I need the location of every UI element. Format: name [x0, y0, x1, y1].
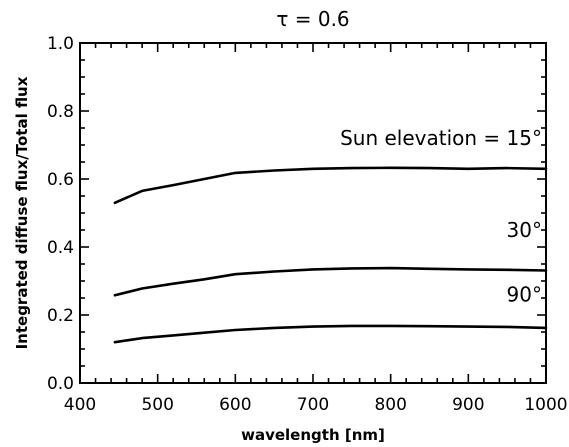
series-line-1	[115, 168, 546, 203]
annotation-layer: Sun elevation = 15° 30° 90°	[340, 126, 542, 306]
x-tick-label: 900	[452, 395, 484, 415]
plot-frame	[80, 43, 546, 383]
series-annotation-3: 90°	[507, 282, 542, 306]
y-tick-label: 1.0	[47, 34, 74, 54]
y-tick-label: 0.2	[47, 306, 74, 326]
y-tick-label: 0.6	[47, 170, 74, 190]
x-tick-label: 600	[219, 395, 251, 415]
y-axis-title: Integrated diffuse flux/Total flux	[13, 76, 31, 349]
series-annotation-2: 30°	[507, 218, 542, 242]
x-axis-title: wavelength [nm]	[241, 426, 385, 444]
series-annotation-1: Sun elevation = 15°	[340, 126, 542, 150]
x-tick-label: 1000	[524, 395, 567, 415]
x-tick-label: 800	[374, 395, 406, 415]
x-axis: 400 500 600 700 800 900 1000	[64, 43, 568, 415]
x-tick-label: 700	[297, 395, 329, 415]
x-tick-label: 500	[141, 395, 173, 415]
x-tick-label: 400	[64, 395, 96, 415]
series-line-3	[115, 326, 546, 342]
y-tick-label: 0.4	[47, 238, 74, 258]
series-line-2	[115, 268, 546, 295]
chart-title: τ = 0.6	[276, 7, 349, 31]
plot-border	[80, 43, 546, 383]
series-layer	[115, 168, 546, 342]
y-tick-label: 0.0	[47, 374, 74, 394]
y-tick-label: 0.8	[47, 102, 74, 122]
